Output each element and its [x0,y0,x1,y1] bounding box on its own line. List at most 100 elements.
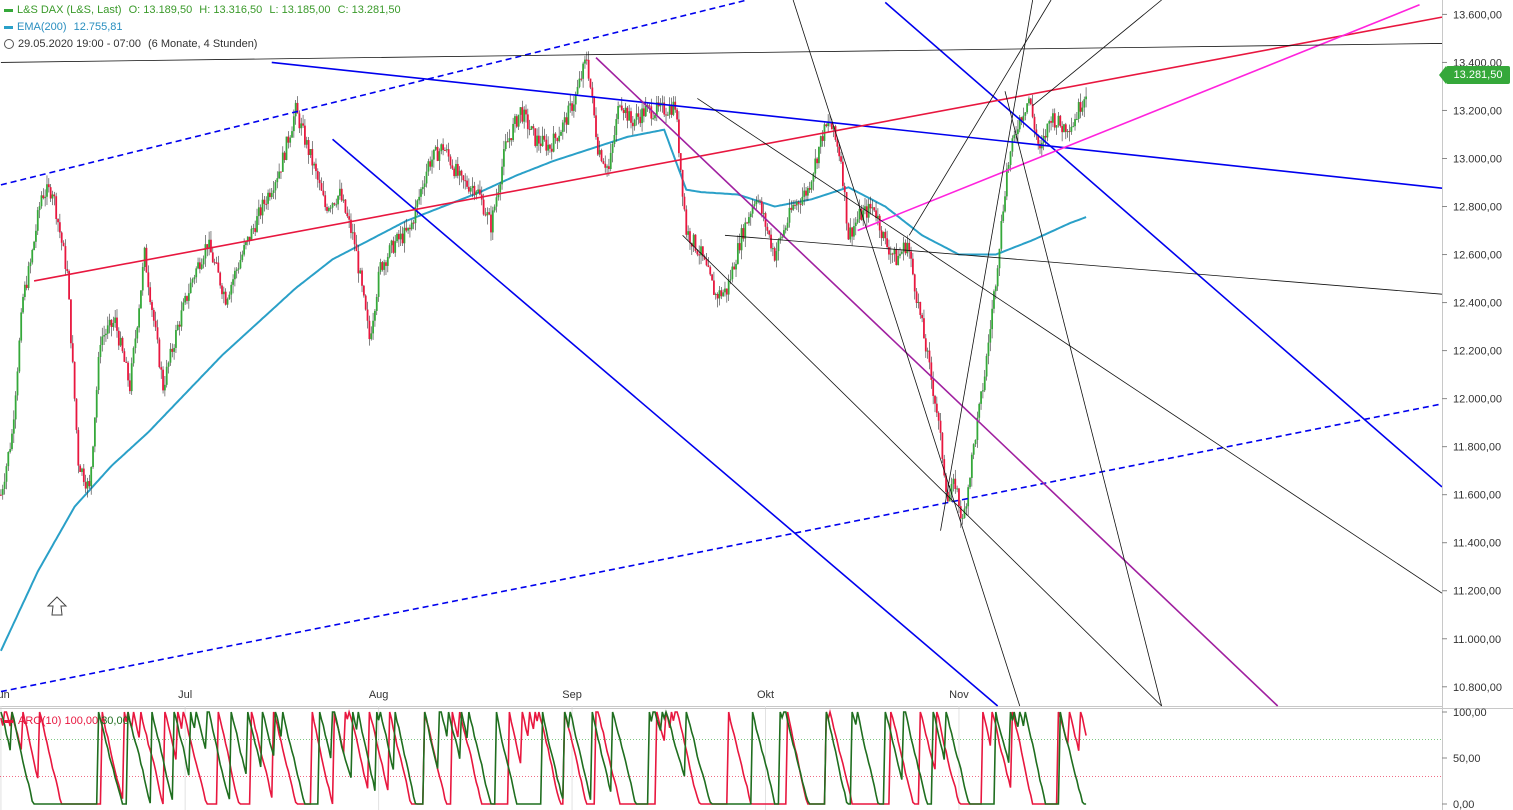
candle-body [132,348,135,364]
candle-body [641,108,643,124]
candle-body [493,206,496,211]
candle-body [184,296,187,303]
candle-body [764,213,767,227]
candle-body [928,350,931,363]
candle-body [193,277,196,280]
candle-body [60,232,63,243]
candle-body [136,327,139,339]
candle-body [165,366,168,385]
candle-body [598,150,601,155]
candle-body [294,102,297,117]
aroon-legend[interactable]: ARO(10) 100,00 30,00 [4,715,129,727]
candle-body [285,136,288,160]
candle-body [670,105,673,115]
ema-legend[interactable]: EMA(200) 12.755,81 [4,21,127,33]
candle-body [609,152,612,169]
candle-body [860,208,863,221]
candle-body [1048,121,1051,124]
close-value: C: 13.281,50 [337,4,401,16]
candle-body [364,295,367,310]
candle-body [766,226,769,231]
candle-body [810,181,813,190]
candle-body [434,146,437,150]
candle-body [305,140,308,145]
candle-body [812,173,815,182]
candle-body [514,116,516,124]
candle-body [665,114,667,116]
ema-color-swatch [4,25,13,29]
candle-body [775,251,778,261]
candle-body [154,320,157,328]
candle-body [176,324,179,331]
open-value: O: 13.189,50 [128,4,193,16]
candle-body [554,133,557,139]
trendline-black [908,0,1052,236]
candle-body [563,117,566,123]
candle-body [534,128,537,146]
candle-body [556,138,559,142]
candle-body [841,161,844,186]
candle-body [869,203,872,209]
candle-body [1063,124,1065,133]
candle-body [25,284,28,289]
candle-body [1044,135,1047,138]
candle-body [1064,124,1067,132]
candle-body [537,135,540,144]
candle-body [392,240,395,253]
candle-body [692,234,695,247]
candle-body [873,207,876,211]
candle-body [521,107,524,122]
candle-body [469,188,472,192]
candle-body [53,194,56,197]
trendline-blue [332,138,999,707]
candle-body [23,284,26,297]
candle-body [987,342,990,357]
trendline-blue_dash [0,403,1443,693]
candle-body [257,207,260,217]
candle-body [335,204,338,206]
candle-body [582,63,585,79]
candle-body [685,209,688,235]
candle-body [900,251,903,254]
candle-body [970,454,973,478]
candle-body [1013,134,1016,139]
candle-body [731,266,734,280]
candle-series [0,51,1087,528]
candle-body [865,206,868,218]
candle-body [934,395,936,404]
candle-body [923,318,925,339]
candle-body [762,213,765,215]
y-tick-label: 12.600,00 [1453,250,1502,262]
candle-body [751,206,754,214]
high-value: H: 13.316,50 [199,4,263,16]
symbol-label: L&S DAX (L&S, Last) [17,4,122,16]
trendline-layer[interactable] [0,0,1443,707]
candle-body [22,296,24,313]
candle-body [593,96,596,116]
candle-body [1046,123,1049,138]
candle-body [420,189,422,197]
trendline-black [682,235,1162,707]
candle-body [972,444,975,455]
grid-layer [0,706,1442,810]
candle-body [101,336,104,345]
trendline-black [724,234,1443,295]
candle-body [523,109,526,122]
candle-body [3,481,6,489]
candle-body [571,103,573,111]
candle-body [149,287,152,303]
candle-body [956,488,959,490]
candle-body [532,126,535,129]
candle-body [388,245,391,257]
candle-body [655,102,658,116]
candle-body [1037,135,1040,144]
y-tick-label: 11.400,00 [1453,538,1501,550]
candle-body [517,114,520,127]
candle-body [993,291,995,309]
candle-body [141,266,144,291]
candle-body [596,137,599,155]
candle-body [941,432,944,460]
candle-body [436,146,439,161]
candle-body [954,478,957,489]
